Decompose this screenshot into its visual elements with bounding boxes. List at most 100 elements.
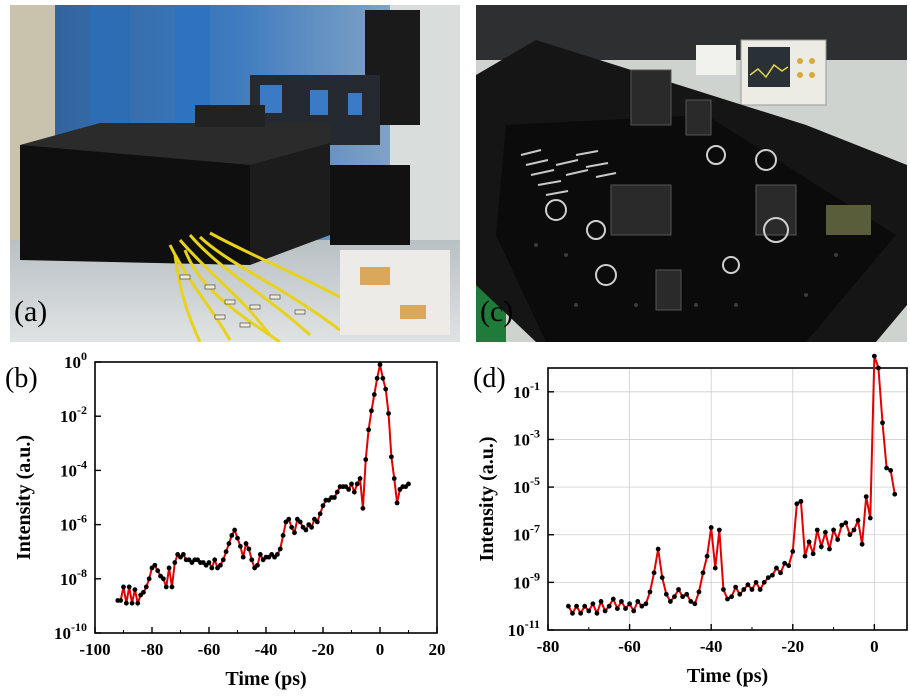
y-tick-label: 10-5 [513, 474, 540, 497]
data-point [255, 562, 260, 568]
y-tick-exponent: -5 [530, 474, 540, 488]
data-point [610, 596, 616, 602]
data-point [590, 601, 596, 607]
data-point [769, 572, 775, 578]
data-point [598, 599, 604, 604]
data-point [749, 587, 755, 592]
x-tick-label: -40 [255, 640, 278, 659]
data-point [320, 503, 326, 509]
data-point [814, 527, 820, 533]
y-tick-base: 10 [513, 430, 530, 449]
photo-c: (c) [476, 5, 907, 342]
data-point [643, 601, 649, 607]
data-point [753, 579, 759, 585]
data-point [257, 552, 263, 557]
data-point [289, 524, 295, 530]
data-point [667, 599, 673, 604]
y-tick-label: 10-9 [513, 569, 540, 592]
data-point [578, 610, 584, 616]
data-point [859, 541, 865, 547]
data-point [246, 546, 252, 552]
data-point [627, 601, 632, 607]
y-tick-base: 10 [60, 570, 77, 589]
data-point [132, 587, 138, 593]
data-point [676, 587, 681, 592]
data-point [406, 481, 411, 487]
data-point [237, 543, 243, 549]
y-tick-exponent: -6 [77, 512, 87, 526]
data-point [606, 603, 612, 609]
data-point [235, 535, 240, 541]
y-axis-label: Intensity (a.u.) [476, 436, 498, 561]
data-point [684, 591, 690, 597]
plot-b: -100 -80 -60 -40 -20 0 20 100 10-2 10-4 10-6 10-8 10… [0, 349, 455, 691]
data-point [383, 386, 389, 392]
y-tick-label: 10-4 [60, 457, 87, 480]
plot-d: -80 -60 -40 -20 0 10-1 10-3 10-5 10-7 10-9 10-11 Ti… [455, 350, 910, 691]
data-point [286, 516, 292, 522]
data-point [798, 498, 804, 504]
data-point [855, 518, 861, 523]
data-point [594, 610, 600, 616]
data-point [778, 570, 783, 576]
y-tick-exponent: -2 [77, 403, 87, 417]
data-point [818, 544, 824, 550]
data-point [892, 491, 898, 497]
y-tick-label: 10-8 [60, 566, 87, 589]
y-tick-label: 10-10 [54, 620, 87, 643]
data-point [839, 522, 845, 528]
data-point [733, 584, 739, 590]
y-tick-label: 10-6 [60, 512, 87, 535]
data-point [229, 533, 235, 538]
x-axis-label: Time (ps) [225, 668, 306, 690]
y-tick-label: 100 [64, 350, 87, 372]
data-point [369, 408, 374, 414]
series-line [567, 355, 896, 617]
x-tick-label: 0 [870, 637, 879, 656]
data-point [349, 481, 354, 487]
data-point [745, 582, 751, 588]
x-tick-label: -60 [618, 637, 641, 656]
y-tick-base: 10 [60, 407, 77, 426]
data-point [582, 603, 588, 609]
x-tick-label: -20 [781, 637, 804, 656]
data-point [232, 527, 238, 533]
x-tick-label: -80 [141, 640, 164, 659]
data-point [309, 524, 314, 530]
data-point [863, 494, 869, 500]
data-point [380, 375, 386, 381]
panel-label-b: (b) [5, 363, 38, 394]
data-point [888, 468, 894, 473]
data-point [226, 541, 232, 546]
panel-label-a: (a) [14, 295, 48, 328]
data-point [786, 563, 792, 569]
data-point [163, 584, 169, 590]
y-tick-exponent: -7 [530, 522, 540, 536]
data-point [220, 557, 226, 563]
data-point [206, 560, 212, 565]
data-point [802, 553, 808, 559]
data-point [782, 560, 788, 566]
data-point [169, 584, 175, 590]
y-tick-exponent: -1 [530, 379, 540, 393]
data-point [688, 599, 694, 604]
data-point [360, 505, 366, 511]
photo-a-illustration [10, 5, 460, 342]
data-point [118, 598, 124, 603]
x-tick-label: -60 [198, 640, 221, 659]
data-point [806, 539, 812, 545]
data-point [712, 565, 718, 571]
plot-frame [547, 367, 908, 631]
data-point [394, 500, 400, 506]
data-point [574, 603, 579, 609]
data-point [366, 427, 371, 433]
data-point [672, 594, 677, 600]
y-tick-base: 10 [513, 478, 530, 497]
data-point [708, 525, 714, 530]
x-tick-label: -100 [79, 640, 110, 659]
data-point [249, 557, 255, 563]
data-point [172, 560, 178, 565]
data-point [280, 533, 286, 538]
data-point [161, 576, 166, 582]
y-tick-base: 10 [513, 383, 530, 402]
